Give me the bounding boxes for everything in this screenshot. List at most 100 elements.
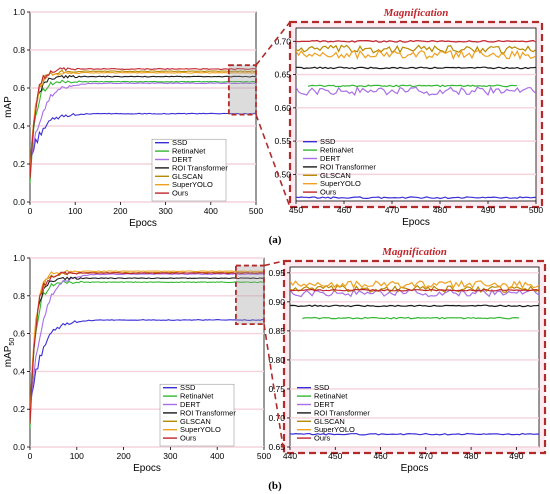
- series-line-retinanet: [30, 280, 264, 429]
- legend-label: SSD: [320, 137, 336, 146]
- x-tick-label: 0: [28, 451, 33, 461]
- x-tick-label: 300: [163, 451, 177, 461]
- series-line-superyolo: [290, 279, 539, 290]
- x-tick-label: 200: [113, 206, 127, 216]
- series-line-ours: [290, 288, 539, 292]
- y-tick-label: 0.70: [274, 36, 291, 46]
- legend-label: RetinaNet: [320, 146, 354, 155]
- legend-label: SuperYOLO: [320, 179, 361, 188]
- legend-label: Ours: [180, 434, 197, 443]
- legend-label: ROI Transformer: [180, 408, 236, 417]
- panel-a-zoom: 450 460 470 480 490 500 0.50 0.55 0.60 0.65 0.70 Ep…: [274, 7, 543, 228]
- magnification-title: Magnification: [383, 7, 449, 19]
- series-line-retinanet: [302, 316, 520, 320]
- x-tick-label: 500: [529, 205, 543, 215]
- series-line-ours: [296, 39, 536, 43]
- series-group: [30, 269, 264, 429]
- panel-a-main: 0 100 200 300 400 500 0.0 0.2 0.4 0.6 0.8 1.0 Epocs m…: [3, 7, 263, 229]
- legend-label: RetinaNet: [180, 392, 214, 401]
- legend-label: ROI Transformer: [172, 163, 228, 172]
- panel-b-main: 0 100 200 300 400 500 0.0 0.2 0.4 0.6 0.8 1.0 Epocs m…: [3, 253, 271, 474]
- legend-label: SSD: [172, 138, 188, 147]
- series-line-ssd: [30, 319, 264, 407]
- series-line-retinanet: [30, 79, 256, 184]
- series-line-ours: [30, 271, 264, 424]
- y-tick-label: 0.6: [13, 83, 25, 93]
- x-tick-label: 100: [68, 206, 82, 216]
- series-group: [30, 67, 256, 184]
- magnify-connector: [255, 21, 291, 66]
- legend-label: Ours: [314, 434, 331, 443]
- x-tick-label: 490: [481, 205, 495, 215]
- x-tick-label: 480: [433, 205, 447, 215]
- y-tick-label: 0.0: [13, 442, 25, 452]
- legend-label: Ours: [320, 188, 337, 197]
- x-axis-label: Epocs: [401, 463, 429, 474]
- series-line-dert: [296, 85, 536, 97]
- y-tick-label: 0.8: [13, 45, 25, 55]
- magnification-title: Magnification: [381, 246, 447, 258]
- legend-label: DERT: [180, 400, 201, 409]
- y-tick-label: 0.70: [268, 413, 285, 423]
- legend-box: [151, 138, 227, 202]
- x-tick-label: 300: [159, 206, 173, 216]
- y-tick-label: 0.75: [268, 384, 285, 394]
- y-tick-label: 0.2: [13, 159, 25, 169]
- x-axis-label: Epocs: [129, 218, 157, 229]
- series-line-retinanet: [307, 84, 517, 88]
- series-line-ours: [30, 67, 256, 179]
- y-tick-label: 0.80: [268, 355, 285, 365]
- y-tick-label: 0.4: [13, 366, 25, 376]
- y-tick-label: 0.90: [268, 297, 285, 307]
- y-tick-label: 0.95: [268, 268, 285, 278]
- x-tick-label: 440: [283, 451, 297, 461]
- legend-label: SuperYOLO: [180, 425, 221, 434]
- series-line-superyolo: [30, 71, 256, 171]
- legend-label: ROI Transformer: [314, 408, 370, 417]
- legend-label: SuperYOLO: [172, 180, 213, 189]
- x-tick-label: 460: [373, 451, 387, 461]
- y-tick-label: 0.65: [268, 442, 285, 452]
- legend-label: SSD: [180, 383, 196, 392]
- x-tick-label: 100: [70, 451, 84, 461]
- magnify-connector: [263, 324, 285, 454]
- legend-label: GLSCAN: [180, 417, 211, 426]
- legend-label: SSD: [314, 383, 330, 392]
- x-tick-label: 460: [337, 205, 351, 215]
- panel-b-zoom: 440 450 460 470 480 490 0.65 0.70 0.75 0.80 0.85 0.…: [268, 246, 547, 474]
- series-group: [290, 279, 539, 436]
- x-tick-label: 490: [509, 451, 523, 461]
- y-tick-label: 0.0: [13, 197, 25, 207]
- series-line-glscan: [290, 284, 539, 294]
- legend-label: RetinaNet: [314, 392, 348, 401]
- series-line-glscan: [30, 69, 256, 177]
- x-tick-label: 400: [210, 451, 224, 461]
- legend-label: GLSCAN: [314, 417, 345, 426]
- legend-label: GLSCAN: [172, 172, 203, 181]
- series-line-ssd: [30, 112, 256, 162]
- series-line-roi-transformer: [290, 304, 539, 308]
- caption-a: (a): [269, 234, 282, 246]
- magnify-region-box: [227, 64, 257, 116]
- series-line-roi-transformer: [296, 66, 536, 70]
- y-tick-label: 0.2: [13, 404, 25, 414]
- y-tick-label: 1.0: [13, 253, 25, 263]
- x-tick-label: 0: [28, 206, 33, 216]
- y-tick-label: 0.85: [268, 326, 285, 336]
- y-tick-label: 0.8: [13, 291, 25, 301]
- x-tick-label: 470: [385, 205, 399, 215]
- series-line-dert: [30, 82, 256, 171]
- series-line-superyolo: [296, 49, 536, 61]
- series-line-ssd: [290, 432, 539, 436]
- y-tick-label: 1.0: [13, 7, 25, 17]
- legend-label: DERT: [172, 155, 193, 164]
- x-tick-label: 400: [204, 206, 218, 216]
- legend-label: ROI Transformer: [320, 162, 376, 171]
- y-tick-label: 0.60: [274, 103, 291, 113]
- x-tick-label: 450: [289, 205, 303, 215]
